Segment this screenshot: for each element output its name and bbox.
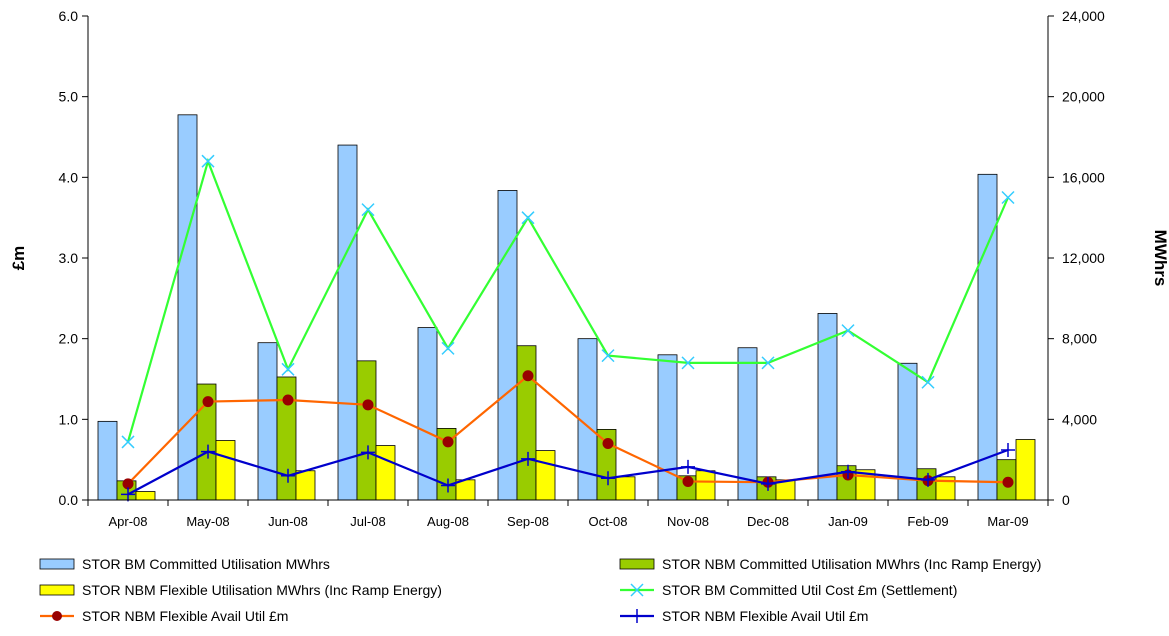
y-left-tick-label: 0.0	[59, 492, 79, 508]
data-point	[681, 356, 695, 370]
y-left-tick-label: 1.0	[59, 411, 79, 427]
y-axis-left-title: £m	[9, 246, 28, 271]
data-point	[921, 472, 935, 487]
data-point	[362, 399, 374, 411]
data-point	[121, 435, 135, 449]
data-point	[121, 487, 135, 502]
bar	[657, 354, 678, 501]
y-right-tick-label: 4,000	[1062, 411, 1097, 427]
data-point	[761, 476, 775, 491]
data-point	[601, 349, 615, 363]
bar	[177, 114, 198, 501]
legend-label: STOR BM Committed Util Cost £m (Settleme…	[662, 582, 957, 598]
y-right-tick-label: 12,000	[1062, 250, 1105, 266]
x-tick-label: Oct-08	[588, 514, 627, 529]
x-tick-label: Jun-08	[268, 514, 308, 529]
data-point	[1001, 442, 1015, 457]
series-line	[127, 448, 1009, 496]
data-point	[441, 341, 455, 355]
data-point	[521, 211, 535, 225]
x-tick-label: Mar-09	[987, 514, 1028, 529]
bar	[516, 345, 537, 501]
y-right-tick-label: 24,000	[1062, 8, 1105, 24]
legend-label: STOR NBM Flexible Utilisation MWhrs (Inc…	[82, 582, 442, 598]
series-line	[126, 157, 1010, 443]
data-point	[682, 475, 694, 487]
legend-swatch	[619, 558, 655, 570]
data-point	[602, 438, 614, 450]
legend-swatch	[39, 558, 75, 570]
line-layer	[121, 154, 1015, 502]
bar	[215, 440, 236, 501]
x-tick-label: Feb-09	[907, 514, 948, 529]
data-point	[281, 468, 295, 483]
legend-marker	[630, 609, 644, 623]
y-left-tick-label: 2.0	[59, 331, 79, 347]
y-axis-right-title: MWhrs	[1151, 230, 1169, 287]
data-point	[201, 154, 215, 168]
data-point	[282, 394, 294, 406]
bar	[356, 360, 377, 501]
data-point	[441, 478, 455, 493]
bar	[257, 342, 278, 501]
data-point	[1001, 190, 1015, 205]
data-point	[202, 396, 214, 408]
bar	[535, 450, 556, 501]
legend: STOR BM Committed Utilisation MWhrs STOR …	[39, 556, 1041, 624]
data-point	[361, 203, 375, 217]
data-point	[521, 451, 535, 466]
bar	[1015, 439, 1036, 501]
data-point	[201, 444, 215, 459]
bar	[615, 476, 636, 501]
bar	[695, 470, 716, 501]
x-tick-label: Jul-08	[350, 514, 385, 529]
data-point	[921, 375, 935, 389]
data-point	[361, 445, 375, 460]
x-tick-label: Aug-08	[427, 514, 469, 529]
bar	[135, 491, 156, 501]
y-left-tick-label: 5.0	[59, 89, 79, 105]
y-right-tick-label: 20,000	[1062, 89, 1105, 105]
legend-swatch	[39, 584, 75, 596]
data-point	[841, 464, 855, 479]
x-tick-label: Sep-08	[507, 514, 549, 529]
legend-label: STOR BM Committed Utilisation MWhrs	[82, 556, 330, 572]
legend-label: STOR NBM Committed Utilisation MWhrs (In…	[662, 556, 1041, 572]
axes-layer: 0.0 1.0 2.0 3.0 4.0 5.0 6.0 0 4,000 8,000 12,000 16…	[59, 8, 1106, 529]
bar	[97, 420, 118, 501]
legend-marker	[630, 583, 644, 597]
data-point	[1002, 476, 1014, 488]
y-right-tick-label: 16,000	[1062, 169, 1105, 185]
data-point	[761, 356, 775, 370]
y-right-tick-label: 8,000	[1062, 331, 1097, 347]
data-point	[522, 370, 534, 382]
y-left-tick-label: 3.0	[59, 250, 79, 266]
x-tick-label: Nov-08	[667, 514, 709, 529]
x-tick-label: Jan-09	[828, 514, 868, 529]
data-point	[601, 471, 615, 486]
data-point	[841, 324, 855, 338]
data-point	[281, 362, 295, 376]
legend-label: STOR NBM Flexible Avail Util £m	[662, 608, 868, 624]
bar	[337, 144, 358, 501]
x-tick-label: Dec-08	[747, 514, 789, 529]
x-tick-label: Apr-08	[108, 514, 147, 529]
bar	[497, 190, 518, 501]
y-left-tick-label: 4.0	[59, 169, 79, 185]
legend-marker	[52, 611, 62, 621]
data-point	[681, 459, 695, 474]
bar-layer	[97, 114, 1036, 501]
bar	[977, 173, 998, 501]
x-tick-label: May-08	[186, 514, 229, 529]
legend-label: STOR NBM Flexible Avail Util £m	[82, 608, 288, 624]
bar	[295, 470, 316, 501]
series-line	[127, 374, 1009, 485]
y-right-tick-label: 0	[1062, 492, 1070, 508]
bar	[375, 445, 396, 501]
y-left-tick-label: 6.0	[59, 8, 79, 24]
data-point	[442, 436, 454, 448]
